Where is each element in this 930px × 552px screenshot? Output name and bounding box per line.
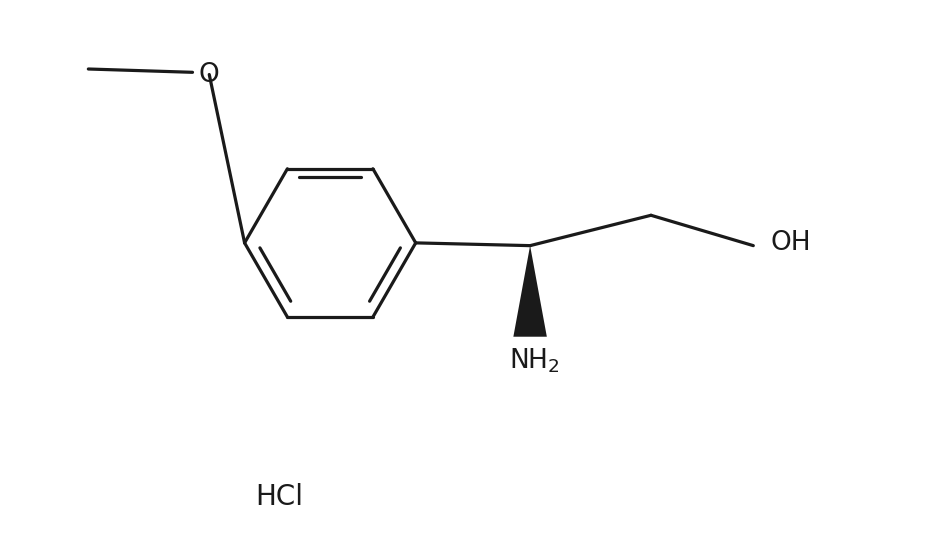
Text: NH$_2$: NH$_2$ (510, 347, 560, 375)
Text: OH: OH (770, 230, 811, 256)
Text: HCl: HCl (255, 483, 303, 511)
Polygon shape (513, 246, 547, 337)
Text: O: O (199, 61, 219, 88)
